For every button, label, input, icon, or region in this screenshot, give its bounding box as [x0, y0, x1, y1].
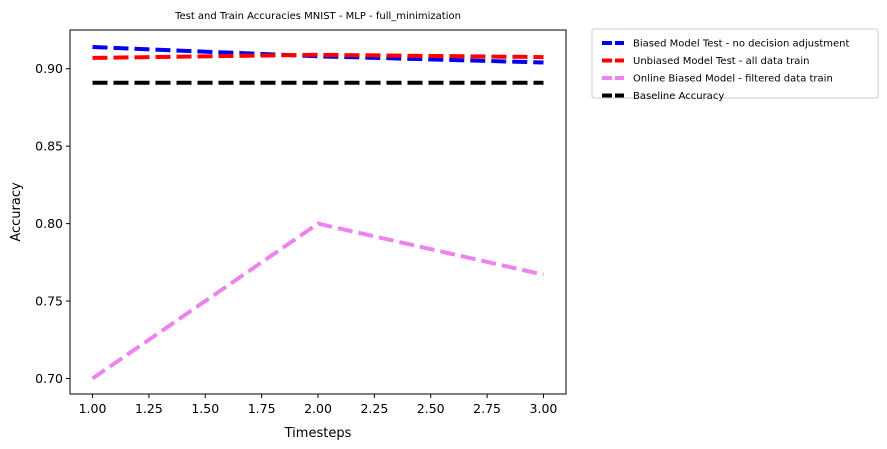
x-tick-label: 2.50	[417, 401, 445, 416]
series-line-1	[92, 45, 544, 65]
y-tick-label: 0.80	[35, 216, 63, 231]
x-tick-label: 2.75	[473, 401, 501, 416]
plot-lines	[91, 45, 544, 381]
y-tick-label: 0.75	[35, 294, 63, 309]
x-tick-label: 2.25	[360, 401, 388, 416]
legend-label-2: Unbiased Model Test - all data train	[633, 56, 810, 67]
x-tick-label: 3.00	[530, 401, 558, 416]
legend: Biased Model Test - no decision adjustme…	[591, 28, 879, 102]
series-line-3	[91, 221, 544, 381]
x-axis: 1.00 1.25 1.50 1.75 2.00 2.25 2.50 2.75 3.00	[79, 394, 558, 416]
legend-label-4: Baseline Accuracy	[633, 91, 724, 102]
legend-label-3: Online Biased Model - filtered data trai…	[633, 74, 833, 85]
x-axis-label: Timesteps	[284, 426, 352, 441]
x-tick-label: 1.75	[248, 401, 276, 416]
legend-frame	[591, 28, 879, 99]
x-tick-label: 1.50	[191, 401, 219, 416]
y-tick-label: 0.85	[35, 139, 63, 154]
x-tick-label: 1.00	[79, 401, 107, 416]
series-line-2	[92, 52, 544, 60]
y-axis-label: Accuracy	[9, 182, 24, 242]
x-tick-label: 2.00	[304, 401, 332, 416]
y-tick-label: 0.70	[35, 371, 63, 386]
x-tick-label: 1.25	[135, 401, 163, 416]
legend-label-1: Biased Model Test - no decision adjustme…	[633, 39, 850, 50]
y-axis: 0.70 0.75 0.80 0.85 0.90	[35, 61, 70, 386]
y-tick-label: 0.90	[35, 61, 63, 76]
chart-title: Test and Train Accuracies MNIST - MLP - …	[174, 11, 461, 22]
